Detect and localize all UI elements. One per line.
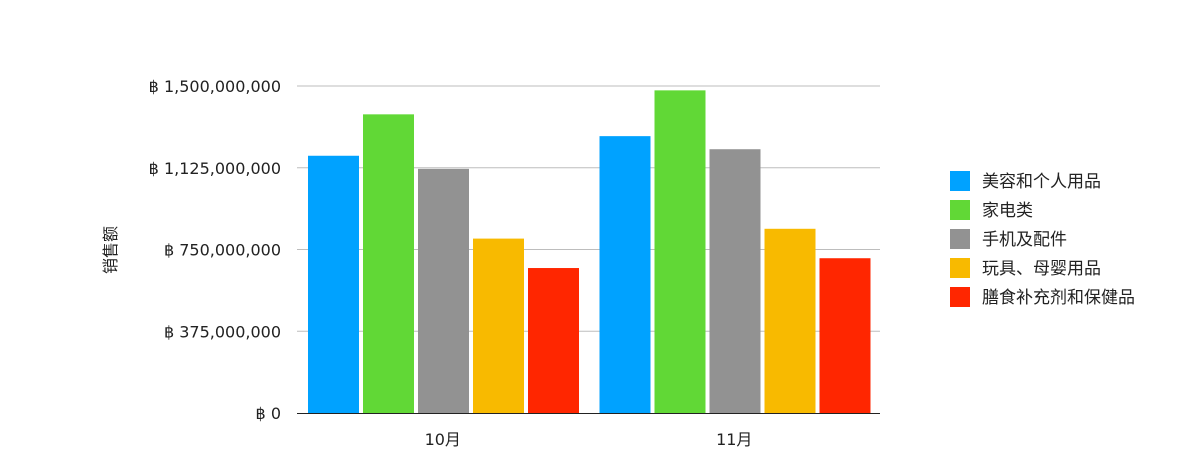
y-tick-label: ฿ 375,000,000 — [164, 322, 281, 341]
legend-swatch — [950, 171, 970, 191]
bar-0-2 — [418, 168, 469, 413]
bar-1-4 — [819, 258, 871, 413]
legend-swatch — [950, 229, 970, 249]
bar-1-0 — [599, 136, 651, 413]
bar-0-4 — [528, 268, 579, 413]
bar-1-3 — [764, 228, 816, 413]
bar-0-1 — [363, 114, 414, 413]
y-axis-title: 销售额 — [101, 226, 120, 274]
bar-0-3 — [473, 238, 524, 413]
legend-swatch — [950, 258, 970, 278]
y-tick-label: ฿ 1,500,000,000 — [149, 77, 281, 96]
legend-swatch — [950, 287, 970, 307]
y-tick-label: ฿ 0 — [256, 404, 281, 423]
legend-label: 膳食补充剂和保健品 — [982, 288, 1135, 308]
legend-swatch — [950, 200, 970, 220]
bar-1-1 — [654, 90, 706, 414]
legend-label: 家电类 — [982, 201, 1033, 221]
bar-0-0 — [308, 155, 359, 413]
legend-label: 手机及配件 — [982, 230, 1067, 250]
legend-label: 美容和个人用品 — [982, 172, 1101, 192]
y-tick-label: ฿ 1,125,000,000 — [149, 159, 281, 178]
x-tick-label: 10月 — [425, 430, 461, 449]
bar-1-2 — [709, 149, 761, 413]
y-tick-label: ฿ 750,000,000 — [164, 241, 281, 260]
y-axis-ticks: ฿ 0 ฿ 375,000,000 ฿ 750,000,000 ฿ 1,125,000… — [149, 77, 281, 423]
bars — [308, 90, 871, 414]
x-axis: 10月 11月 — [297, 413, 880, 449]
legend-label: 玩具、母婴用品 — [982, 259, 1101, 279]
x-tick-label: 11月 — [716, 430, 752, 449]
